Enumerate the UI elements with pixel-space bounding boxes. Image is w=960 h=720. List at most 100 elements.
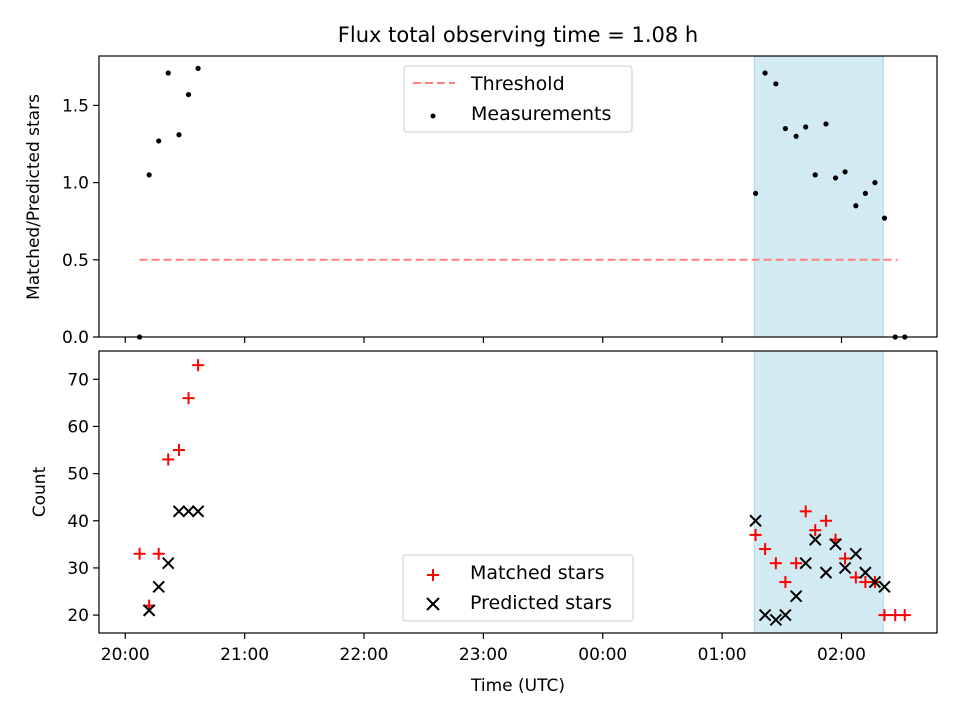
ratio-y-ticks: 0.0 0.5 1.0 1.5 [62,96,99,348]
observing-window-band-lower [753,350,884,634]
predicted-star-marker [758,608,772,622]
predicted-marker-b [878,580,891,593]
predicted-marker-b [152,580,165,593]
matched-star-marker [839,552,852,565]
count-x-tick-label: 23:00 [459,645,508,665]
predicted-marker-b [769,613,783,627]
predicted-marker-b [162,557,175,570]
predicted-star-marker [749,514,762,527]
matched-star-marker [809,524,822,537]
ratio-y-tick-label: 0.0 [62,328,89,348]
count-y-tick-label: 30 [67,559,89,579]
count-y-tick-label: 70 [67,370,89,390]
ratio-y-tick-label: 1.5 [62,96,89,116]
measurement-point [842,169,848,175]
predicted-star-marker [162,557,175,570]
ratio-x-ticks [124,337,843,343]
predicted-star-marker [182,505,195,518]
matched-star-marker [133,547,146,560]
matched-star-marker [172,444,185,457]
measurement-point [176,132,182,138]
matched-star-markers [133,359,911,622]
predicted-marker-b [849,547,863,560]
measurements-legend-label: Measurements [471,103,611,125]
matched-star-marker [799,505,812,518]
chart-title: Flux total observing time = 1.08 h [338,23,698,47]
ratio-y-axis-label: Matched/Predicted stars [24,94,44,300]
count-y-axis-label: Count [30,466,50,517]
measurement-point [853,203,859,209]
predicted-star-marker [191,505,205,518]
predicted-star-markers [142,505,891,627]
threshold-legend-label: Threshold [470,73,565,95]
predicted-marker-b [142,604,156,617]
measurement-point [762,70,768,76]
matched-star-marker [749,528,762,541]
measurement-point [803,124,809,130]
predicted-marker-b [819,566,833,579]
observing-window-shade-lower [753,350,884,634]
predicted-star-marker [829,538,842,551]
ratio-y-tick-label: 0.5 [62,251,89,271]
matched-star-marker [192,359,205,372]
measurement-point [773,81,779,87]
measurement-point [823,121,829,127]
observing-window-band [753,55,884,338]
predicted-legend-swatch [426,597,440,611]
predicted-star-marker [849,547,863,560]
count-y-tick-label: 40 [67,512,89,532]
predicted-star-marker [838,561,852,575]
predicted-marker-b [789,590,803,603]
count-x-tick-label: 22:00 [340,645,389,665]
predicted-marker-b [758,608,772,622]
count-panel-frame [98,350,938,634]
count-y-tick-label: 50 [67,465,89,485]
predicted-star-marker [172,505,186,518]
x-axis-label: Time (UTC) [470,676,565,696]
measurement-point [165,70,171,76]
ratio-legend-box [403,65,633,133]
count-x-tick-label: 00:00 [578,645,627,665]
measurement-point [832,175,839,181]
matched-star-marker [162,453,175,466]
matched-legend-label: Matched stars [470,562,604,584]
count-legend: Matched stars Predicted stars [402,554,634,622]
predicted-marker-b [868,575,882,589]
predicted-legend-label: Predicted stars [470,592,612,614]
matched-star-marker [182,392,195,405]
measurement-point [872,180,878,186]
measurement-point [146,172,152,178]
count-x-ticks: 20:00 21:00 22:00 23:00 00:00 01:00 02:00 [101,633,866,665]
predicted-star-marker [878,580,891,593]
measurement-point [793,133,799,139]
predicted-marker-b [749,514,762,527]
measurement-point [752,190,759,197]
matched-star-marker [769,557,782,570]
measurement-point [812,172,818,178]
count-x-tick-label: 01:00 [698,645,747,665]
matched-star-marker [790,557,803,570]
matched-legend-swatch [427,569,439,581]
matched-star-marker [779,576,792,589]
predicted-star-marker [868,575,882,589]
measurement-point [782,125,788,132]
predicted-marker-b [779,608,792,622]
predicted-star-marker [799,557,812,570]
measurements-legend-swatch [430,113,436,119]
predicted-marker-b [799,557,812,570]
predicted-marker-b [859,566,872,579]
count-y-ticks: 20 30 40 50 60 70 [67,370,99,626]
predicted-star-marker [152,580,165,593]
predicted-star-marker [859,566,872,579]
matched-star-marker [759,543,772,556]
count-legend-box [402,554,634,622]
predicted-star-marker [779,608,792,622]
predicted-marker-b [829,538,842,551]
predicted-star-marker [142,604,156,617]
predicted-marker-b [838,561,852,575]
predicted-marker-b [191,505,205,518]
observing-window-shade [753,55,884,338]
matched-star-marker [152,547,165,560]
count-x-tick-label: 02:00 [817,645,866,665]
